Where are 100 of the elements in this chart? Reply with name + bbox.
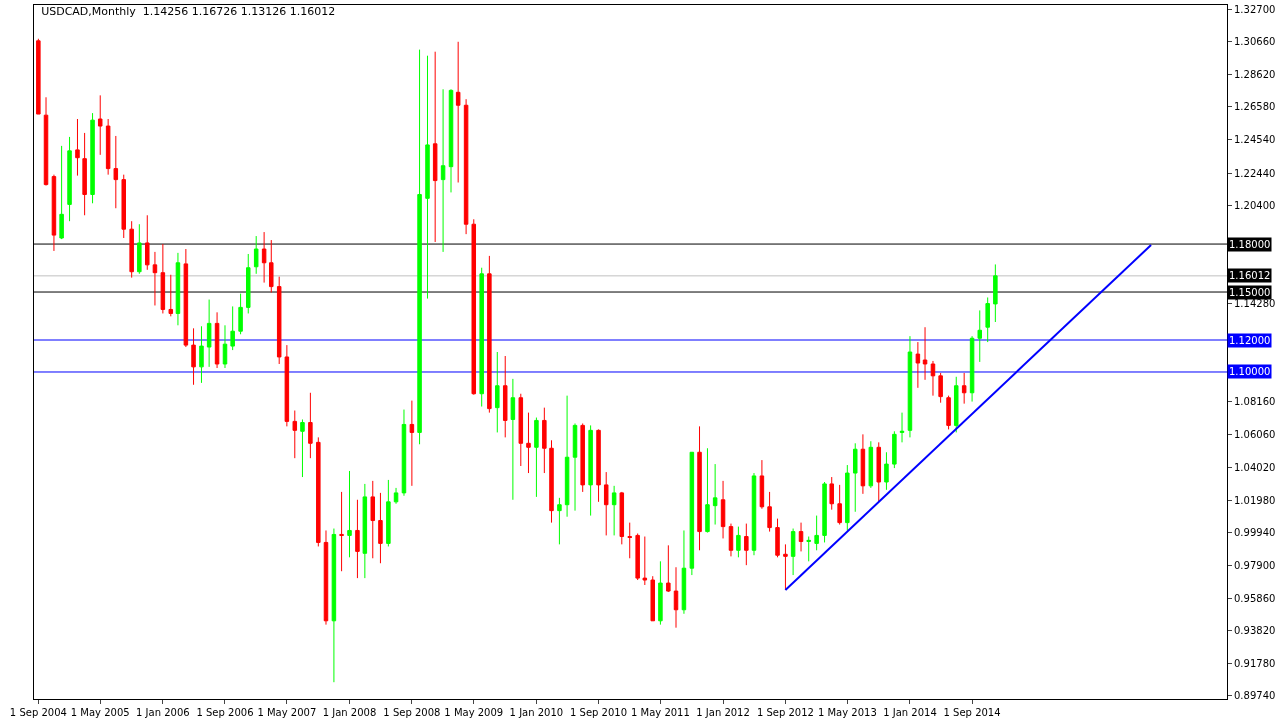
- candlestick: [230, 305, 235, 351]
- candlestick: [884, 451, 889, 491]
- candlestick: [728, 523, 734, 557]
- x-tick-label: 1 Jan 2008: [322, 707, 377, 718]
- candlestick: [689, 451, 695, 576]
- candlestick: [953, 376, 959, 433]
- candlestick: [401, 409, 407, 497]
- candlestick: [977, 309, 983, 363]
- candlestick: [557, 497, 562, 545]
- candlestick: [822, 481, 827, 543]
- candlestick: [790, 528, 796, 576]
- candlestick: [269, 239, 274, 294]
- candlestick: [355, 499, 360, 579]
- candlestick: [455, 41, 461, 183]
- x-tick-label: 1 Jan 2014: [883, 707, 937, 718]
- candlestick: [59, 145, 64, 240]
- candlestick: [43, 96, 49, 187]
- y-tick-label: 0.89740: [1234, 690, 1276, 702]
- candlestick: [611, 485, 617, 536]
- y-tick-label: 1.08160: [1234, 395, 1276, 407]
- candlestick: [253, 235, 259, 275]
- candlestick: [852, 442, 858, 513]
- candlestick: [51, 174, 57, 252]
- candlestick: [876, 441, 882, 503]
- y-tick-label: 1.01980: [1234, 494, 1276, 506]
- candlestick: [386, 479, 391, 547]
- x-tick-label: 1 May 2013: [817, 707, 877, 718]
- y-tick-label: 1.20400: [1234, 200, 1276, 212]
- candlestick: [331, 528, 337, 683]
- ref-line-label: 1.12000: [1229, 335, 1271, 346]
- candlestick: [518, 393, 524, 467]
- candlestick: [969, 335, 975, 403]
- candlestick: [814, 515, 819, 551]
- candlestick: [339, 491, 344, 572]
- candlestick: [549, 439, 554, 524]
- y-tick-label: 0.93820: [1234, 625, 1276, 637]
- y-tick-label: 0.91780: [1234, 657, 1276, 669]
- x-tick-label: 1 Sep 2004: [9, 707, 67, 718]
- candlestick: [596, 428, 601, 503]
- candlestick: [440, 88, 446, 253]
- candlestick: [751, 472, 757, 556]
- x-tick-label: 1 May 2009: [444, 707, 504, 718]
- x-tick-label: 1 May 2005: [70, 707, 130, 718]
- y-tick-label: 1.26580: [1234, 101, 1276, 113]
- candlestick: [502, 355, 508, 438]
- candlestick: [899, 412, 905, 443]
- y-tick-label: 1.32700: [1234, 3, 1276, 15]
- y-tick-label: 1.30660: [1234, 36, 1276, 48]
- candlestick: [292, 410, 298, 459]
- candlestick: [705, 447, 710, 534]
- candlestick: [892, 430, 897, 469]
- candlestick: [175, 252, 181, 326]
- candlestick: [938, 372, 943, 404]
- candlestick: [129, 220, 134, 279]
- y-tick-label: 0.99940: [1234, 527, 1276, 539]
- x-tick-label: 1 Sep 2006: [196, 707, 254, 718]
- candlestick: [915, 341, 921, 389]
- ref-line-label: 1.18000: [1229, 239, 1271, 250]
- candlestick: [845, 464, 850, 531]
- candlestick: [238, 293, 243, 335]
- x-tick-label: 1 Sep 2008: [383, 707, 441, 718]
- x-tick-label: 1 Jan 2010: [509, 707, 564, 718]
- candlestick: [673, 566, 679, 629]
- candlestick: [603, 471, 609, 536]
- candlestick: [222, 324, 228, 369]
- candlestick: [526, 412, 531, 474]
- ref-line-label: 1.15000: [1229, 287, 1271, 298]
- candlestick: [930, 360, 936, 397]
- candlestick: [720, 480, 726, 539]
- candlestick: [121, 174, 126, 239]
- candlestick: [564, 395, 570, 518]
- candlestick: [90, 112, 95, 204]
- candlestick: [798, 522, 804, 552]
- candlestick: [206, 299, 212, 368]
- candlestick: [759, 459, 765, 510]
- candlestick: [370, 480, 376, 559]
- candlestick: [487, 255, 492, 414]
- candlestick: [946, 395, 951, 430]
- candlestick: [246, 253, 251, 314]
- candlestick: [105, 118, 111, 176]
- candlestick: [658, 560, 663, 626]
- candlestick: [168, 274, 174, 317]
- candlestick: [409, 400, 415, 487]
- candlestick: [393, 487, 399, 505]
- candlestick: [534, 417, 539, 498]
- y-tick-label: 0.97900: [1234, 559, 1276, 571]
- candlestick: [425, 55, 430, 300]
- candlestick: [907, 335, 913, 438]
- y-tick-label: 0.95860: [1234, 592, 1276, 604]
- candlestick: [97, 94, 103, 156]
- candlestick: [744, 523, 749, 566]
- candlestick: [775, 518, 780, 558]
- candlestick: [666, 544, 671, 593]
- y-tick-label: 1.22440: [1234, 167, 1276, 179]
- x-tick-label: 1 Sep 2012: [756, 707, 814, 718]
- candlestick: [922, 326, 928, 381]
- ref-line-label: 1.16012: [1229, 270, 1271, 281]
- candlestick: [300, 418, 305, 478]
- candlestick: [191, 327, 196, 386]
- candlestick: [152, 251, 158, 306]
